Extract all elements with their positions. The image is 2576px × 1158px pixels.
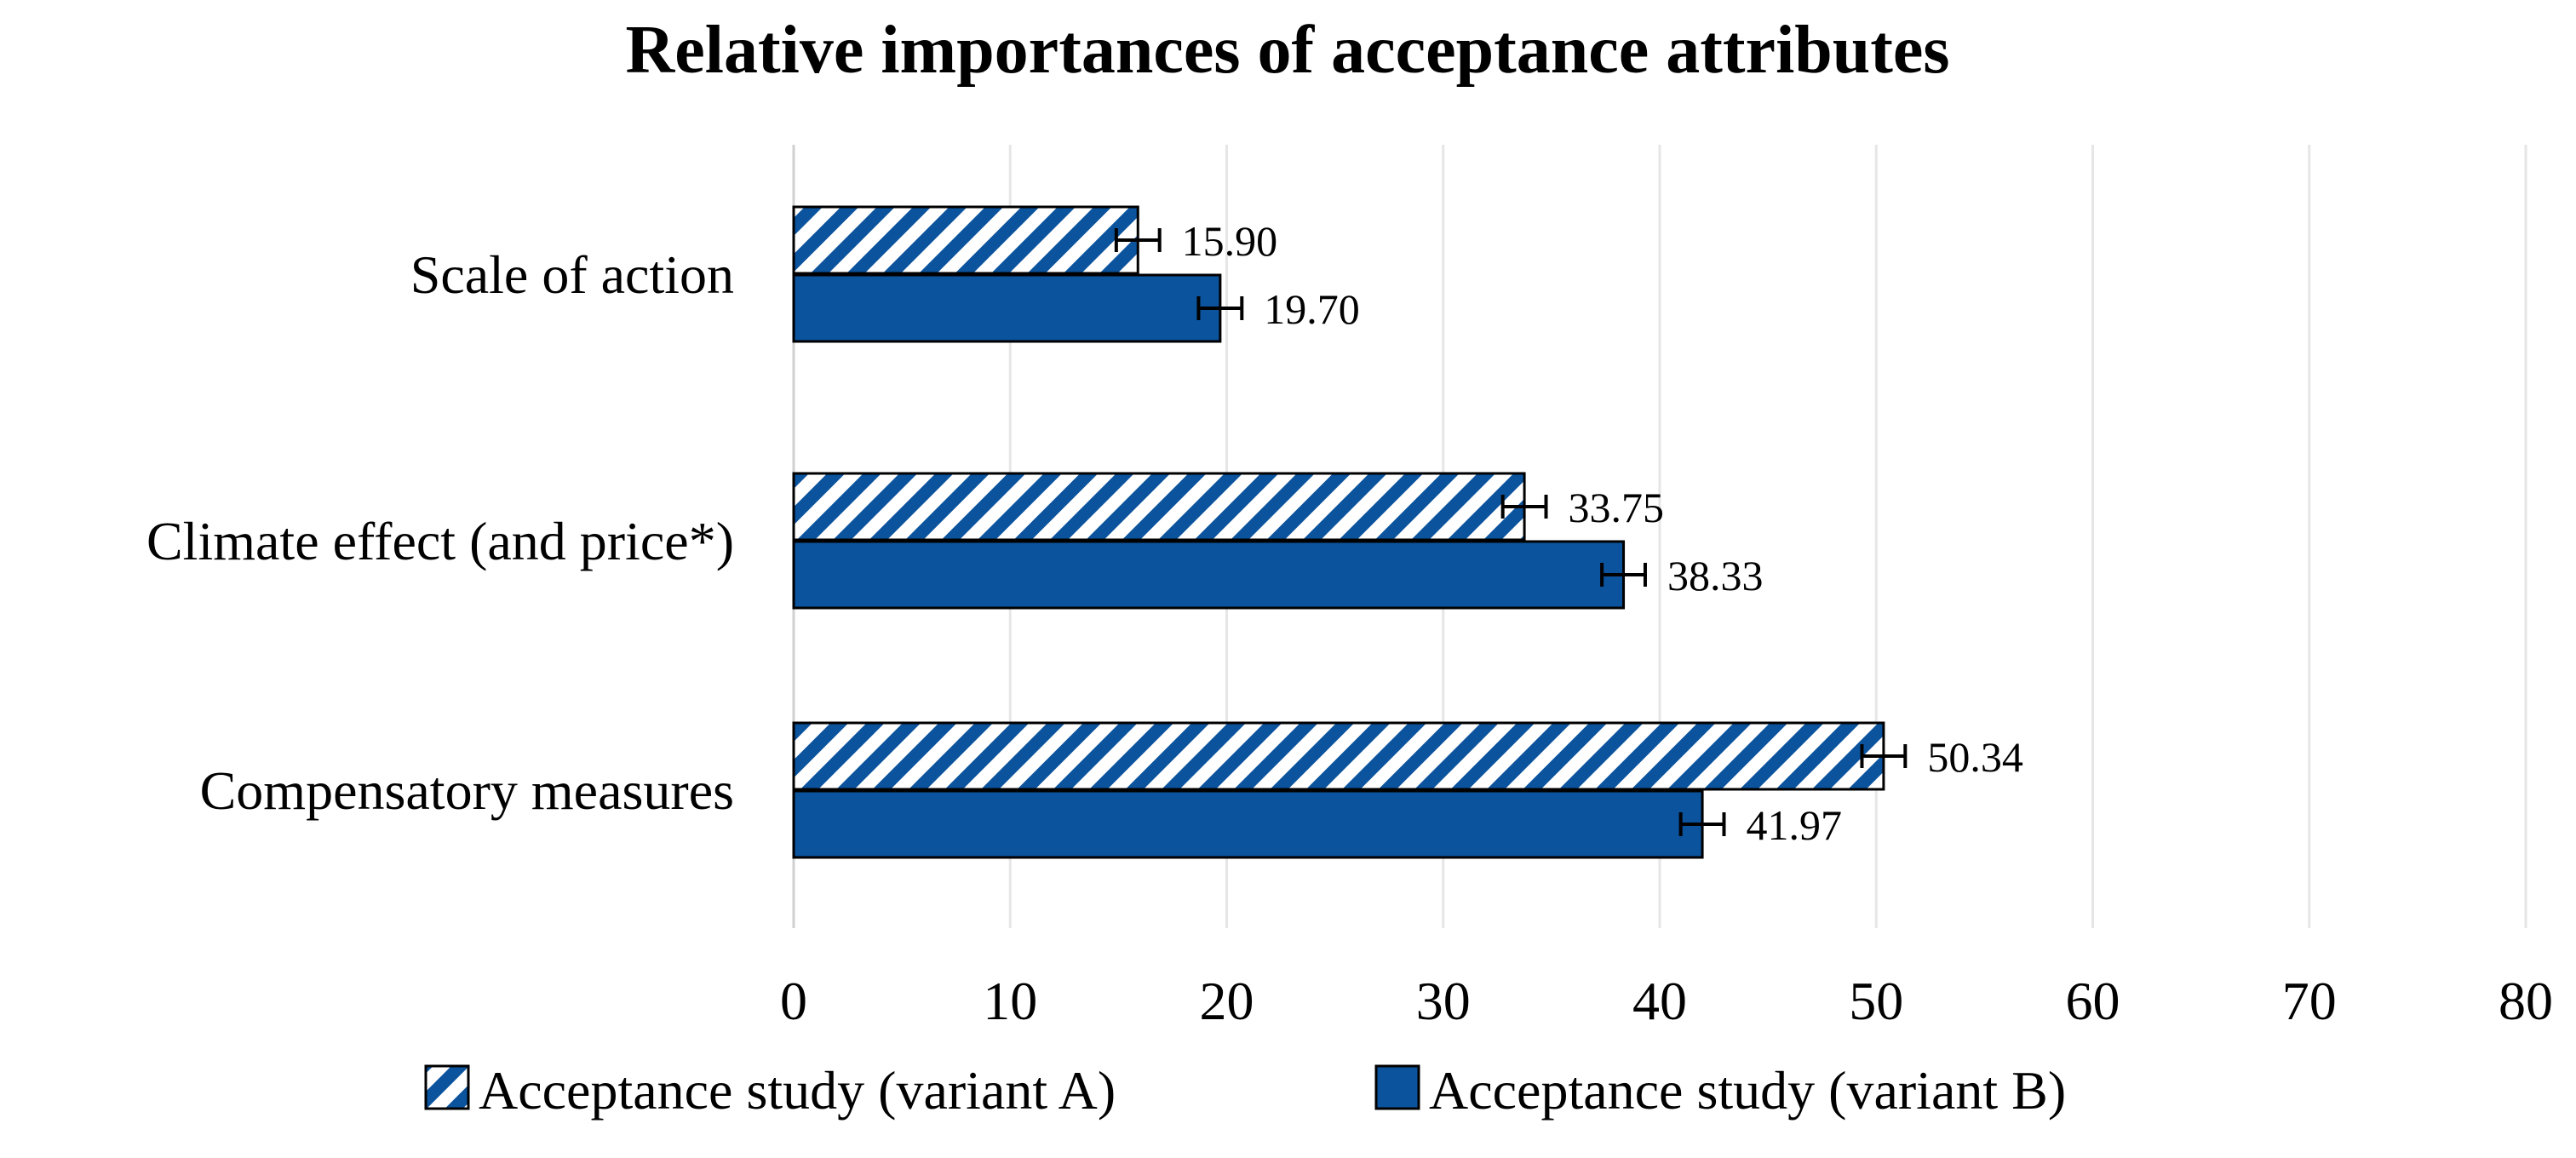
x-tick-label: 0: [780, 971, 807, 1031]
data-label: 38.33: [1667, 552, 1764, 599]
category-label: Compensatory measures: [200, 760, 734, 821]
labels: 0 10 20 30 40 50 60 70 80 Scale of action 15.90 19.…: [146, 217, 2553, 1031]
x-tick-label: 40: [1632, 971, 1687, 1031]
category-label: Climate effect (and price*): [146, 511, 734, 571]
bar-variant-a: [792, 472, 1526, 542]
bar-variant-b: [792, 789, 1704, 859]
bars: [792, 205, 1908, 859]
x-tick-label: 10: [983, 971, 1037, 1031]
legend-label: Acceptance study (variant B): [1429, 1060, 2066, 1121]
x-tick-label: 80: [2499, 971, 2553, 1031]
x-tick-label: 30: [1416, 971, 1471, 1031]
data-label: 50.34: [1927, 733, 2023, 781]
chart-title: Relative importances of acceptance attri…: [625, 13, 1949, 88]
bar-variant-a: [792, 721, 1885, 791]
x-tick-label: 50: [1849, 971, 1903, 1031]
legend-label: Acceptance study (variant A): [479, 1060, 1116, 1121]
bar-variant-a: [792, 205, 1139, 275]
x-tick-label: 70: [2282, 971, 2337, 1031]
data-label: 41.97: [1747, 801, 1843, 849]
legend-swatch-variant-a: [424, 1064, 470, 1110]
category-label: Scale of action: [410, 244, 734, 305]
data-label: 19.70: [1264, 285, 1360, 333]
data-label: 33.75: [1569, 484, 1665, 531]
data-label: 15.90: [1182, 217, 1278, 265]
legend-swatch-variant-b: [1374, 1064, 1420, 1110]
bar-variant-b: [792, 540, 1626, 610]
x-tick-label: 60: [2066, 971, 2120, 1031]
x-tick-label: 20: [1200, 971, 1254, 1031]
legend: Acceptance study (variant A) Acceptance s…: [424, 1060, 2066, 1121]
bar-variant-b: [792, 273, 1222, 343]
